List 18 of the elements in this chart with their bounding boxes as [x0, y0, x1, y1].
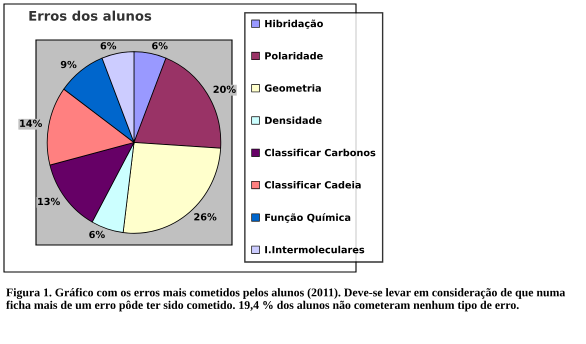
legend-label: Hibridação: [265, 20, 323, 30]
legend-label: I.Intermoleculares: [265, 246, 364, 254]
data-label: 6%: [152, 42, 168, 50]
data-label: 13%: [38, 198, 60, 206]
legend-label: Classificar Carbonos: [264, 148, 376, 156]
text: Figura 1. Gráfico com os erros mais cometidos pelos alunos (2011). Deve-se levar em consideração de que numa ficha mais de um erro pôde ter sido cometido. 19,4 % dos alunos não cometeram nenhum tipo de erro.: [6, 288, 566, 312]
legend-label: Densidade: [265, 116, 322, 124]
data-label: 14%: [20, 120, 42, 128]
legend-label: Polaridade: [265, 52, 323, 60]
data-label: 6%: [100, 42, 116, 50]
data-label: 6%: [89, 230, 105, 238]
legend-label: Classificar Cadeia: [264, 181, 361, 189]
legend-label: Função Química: [265, 213, 350, 223]
data-label: 20%: [214, 86, 236, 94]
legend-label: Geometria: [264, 84, 321, 92]
data-label: 9%: [60, 60, 76, 68]
data-label: 26%: [194, 213, 216, 221]
chart-title: Erros dos alunos: [29, 10, 152, 21]
